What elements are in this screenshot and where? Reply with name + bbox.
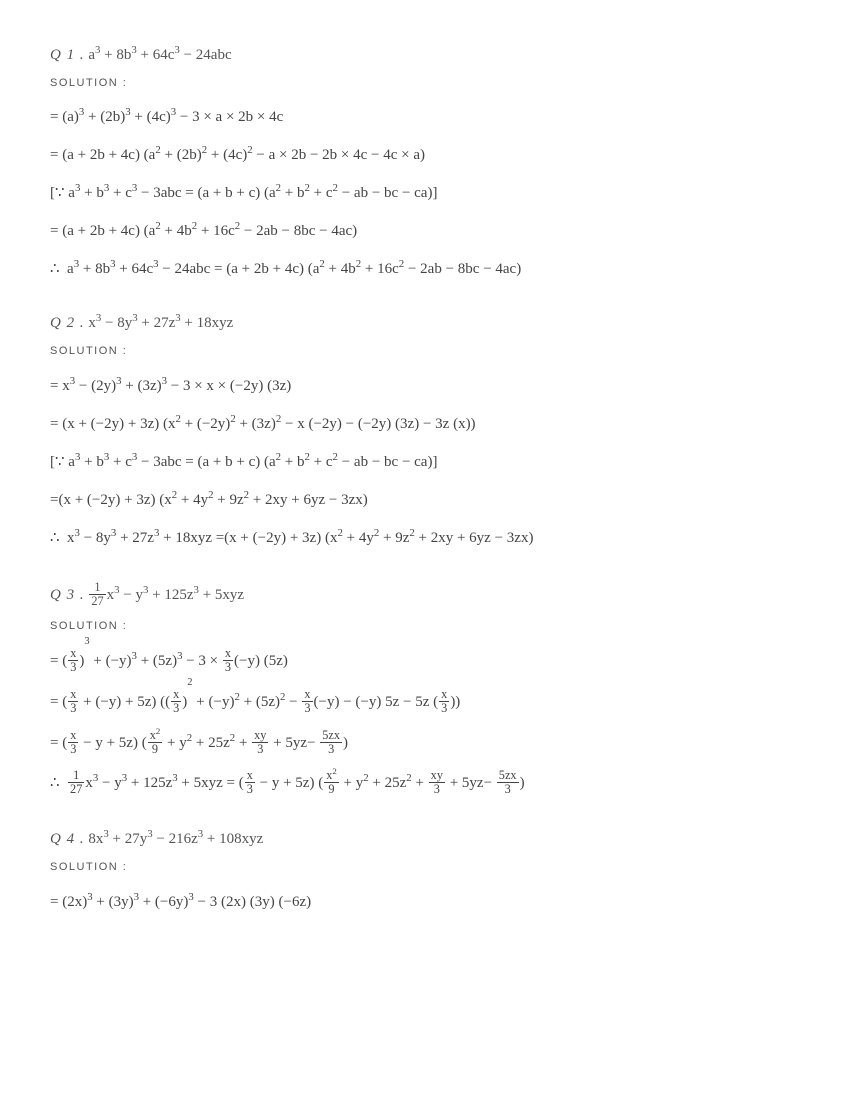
question-line: Q 4 . 8x3 + 27y3 − 216z3 + 108xyz [50, 829, 800, 850]
question-line: Q 1 . a3 + 8b3 + 64c3 − 24abc [50, 45, 800, 66]
solution-step: = (a)3 + (2b)3 + (4c)3 − 3 × a × 2b × 4c [50, 105, 800, 129]
solution-step: ∴ 127x3 − y3 + 125z3 + 5xyz = (x3 − y + … [50, 770, 800, 797]
solution-label: SOLUTION : [50, 76, 800, 91]
solution-step: = (x3)3 + (−y)3 + (5z)3 − 3 × x3(−y) (5z… [50, 648, 800, 675]
solution-step: =(x + (−2y) + 3z) (x2 + 4y2 + 9z2 + 2xy … [50, 488, 800, 512]
question-expression: a3 + 8b3 + 64c3 − 24abc [85, 47, 232, 63]
question-expression: 8x3 + 27y3 − 216z3 + 108xyz [85, 831, 264, 847]
document-content: Q 1 . a3 + 8b3 + 64c3 − 24abc SOLUTION : =… [50, 45, 800, 914]
question-label: Q 2 . [50, 315, 85, 331]
solution-step: = (a + 2b + 4c) (a2 + (2b)2 + (4c)2 − a … [50, 143, 800, 167]
question-label: Q 4 . [50, 831, 85, 847]
question-expression: 127x3 − y3 + 125z3 + 5xyz [85, 587, 244, 603]
question-block: Q 4 . 8x3 + 27y3 − 216z3 + 108xyz SOLUTIO… [50, 829, 800, 913]
solution-step: [∵ a3 + b3 + c3 − 3abc = (a + b + c) (a2… [50, 450, 800, 474]
question-block: Q 2 . x3 − 8y3 + 27z3 + 18xyz SOLUTION : =… [50, 313, 800, 549]
solution-label: SOLUTION : [50, 860, 800, 875]
question-line: Q 2 . x3 − 8y3 + 27z3 + 18xyz [50, 313, 800, 334]
solution-step: = (x3 + (−y) + 5z) ((x3)2 + (−y)2 + (5z)… [50, 689, 800, 716]
solution-step: = x3 − (2y)3 + (3z)3 − 3 × x × (−2y) (3z… [50, 374, 800, 398]
question-line: Q 3 . 127x3 − y3 + 125z3 + 5xyz [50, 582, 800, 609]
question-block: Q 3 . 127x3 − y3 + 125z3 + 5xyz SOLUTION … [50, 582, 800, 797]
question-label: Q 3 . [50, 587, 85, 603]
question-block: Q 1 . a3 + 8b3 + 64c3 − 24abc SOLUTION : =… [50, 45, 800, 281]
solution-step: = (x3 − y + 5z) (x29 + y2 + 25z2 + xy3 +… [50, 730, 800, 757]
question-label: Q 1 . [50, 47, 85, 63]
solution-label: SOLUTION : [50, 619, 800, 634]
solution-label: SOLUTION : [50, 344, 800, 359]
solution-step: [∵ a3 + b3 + c3 − 3abc = (a + b + c) (a2… [50, 181, 800, 205]
solution-step: ∴ x3 − 8y3 + 27z3 + 18xyz =(x + (−2y) + … [50, 526, 800, 550]
solution-step: = (a + 2b + 4c) (a2 + 4b2 + 16c2 − 2ab −… [50, 219, 800, 243]
question-expression: x3 − 8y3 + 27z3 + 18xyz [85, 315, 234, 331]
solution-step: = (x + (−2y) + 3z) (x2 + (−2y)2 + (3z)2 … [50, 412, 800, 436]
solution-step: = (2x)3 + (3y)3 + (−6y)3 − 3 (2x) (3y) (… [50, 890, 800, 914]
solution-step: ∴ a3 + 8b3 + 64c3 − 24abc = (a + 2b + 4c… [50, 257, 800, 281]
